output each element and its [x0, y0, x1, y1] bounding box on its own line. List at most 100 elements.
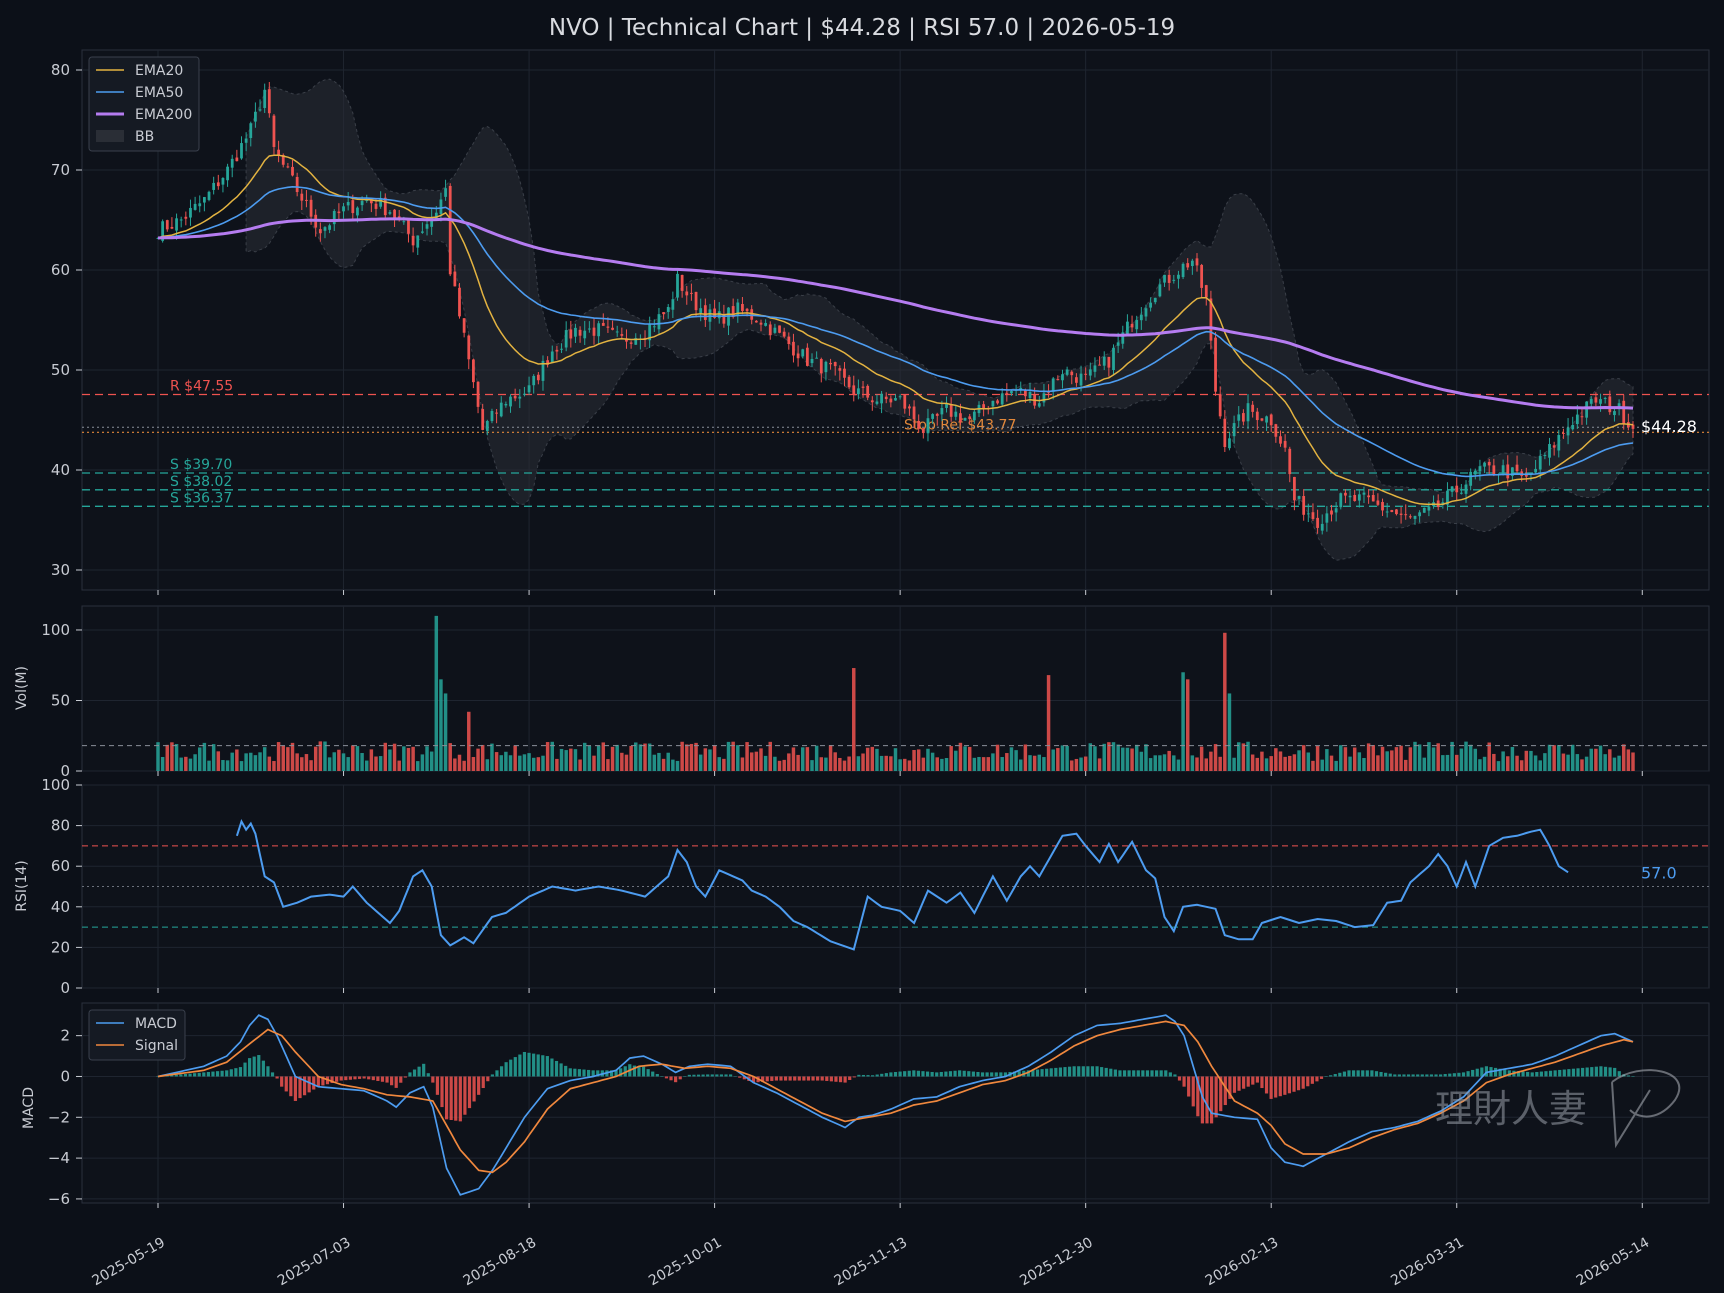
volume-bar	[963, 746, 966, 771]
macd-histogram-bar	[257, 1055, 260, 1076]
macd-histogram-bar	[1407, 1074, 1410, 1076]
candle-body	[449, 186, 452, 274]
volume-bar	[291, 743, 294, 771]
candle-body	[518, 397, 521, 399]
candle-body	[653, 326, 656, 327]
macd-histogram-bar	[1567, 1069, 1570, 1076]
candle-body	[597, 323, 600, 336]
volume-bar	[1367, 743, 1370, 771]
volume-bar	[1446, 755, 1449, 771]
macd-histogram-bar	[917, 1071, 920, 1077]
volume-bar	[824, 758, 827, 771]
candle-body	[1330, 510, 1333, 514]
volume-bar	[1348, 757, 1351, 771]
candle-body	[1089, 369, 1092, 375]
candle-body	[801, 349, 804, 356]
volume-bar	[903, 759, 906, 771]
candle-body	[927, 418, 930, 433]
volume-bar	[1557, 745, 1560, 771]
candle-body	[166, 220, 169, 229]
macd-histogram-bar	[1137, 1070, 1140, 1076]
candle-body	[1126, 322, 1129, 334]
volume-bar	[1061, 745, 1064, 771]
candle-body	[384, 198, 387, 215]
candle-body	[1428, 506, 1431, 510]
macd-histogram-bar	[537, 1054, 540, 1076]
volume-bar	[787, 753, 790, 771]
macd-histogram-bar	[1430, 1074, 1433, 1076]
volume-bar	[360, 753, 363, 771]
macd-histogram-bar	[395, 1076, 398, 1087]
volume-bar	[815, 746, 818, 771]
macd-histogram-bar	[1352, 1070, 1355, 1076]
macd-histogram-bar	[1187, 1076, 1190, 1096]
volume-bar	[996, 745, 999, 771]
y-tick-label: 80	[51, 817, 70, 835]
macd-histogram-bar	[706, 1074, 709, 1076]
candle-body	[402, 221, 405, 222]
macd-histogram-bar	[1494, 1068, 1497, 1077]
volume-bar	[1154, 755, 1157, 771]
candle-body	[1409, 516, 1412, 517]
macd-histogram-bar	[1320, 1076, 1323, 1078]
macd-histogram-bar	[276, 1076, 279, 1078]
volume-bar	[1334, 761, 1337, 771]
volume-bar	[713, 745, 716, 771]
volume-bar	[161, 757, 164, 771]
volume-bar	[328, 757, 331, 771]
candle-body	[1562, 433, 1565, 434]
y-tick-label: 100	[41, 776, 70, 794]
candle-body	[375, 204, 378, 209]
candle-body	[342, 206, 345, 211]
volume-bar	[1214, 744, 1217, 771]
macd-histogram-bar	[1045, 1069, 1048, 1077]
macd-histogram-bar	[1554, 1070, 1557, 1076]
candle-body	[268, 89, 271, 113]
macd-histogram-bar	[184, 1074, 187, 1076]
candle-body	[1145, 308, 1148, 316]
macd-histogram-bar	[1608, 1067, 1611, 1076]
macd-histogram-bar	[344, 1076, 347, 1080]
volume-bar	[1084, 757, 1087, 771]
candle-body	[695, 292, 698, 310]
candle-body	[607, 327, 610, 328]
macd-histogram-bar	[509, 1060, 512, 1077]
candle-body	[1608, 396, 1611, 412]
volume-bar	[676, 761, 679, 771]
volume-bar	[504, 752, 507, 771]
macd-histogram-bar	[1054, 1068, 1057, 1077]
candle-body	[300, 194, 303, 201]
macd-histogram-bar	[807, 1076, 810, 1080]
volume-bar	[388, 749, 391, 771]
macd-histogram-bar	[1283, 1076, 1286, 1094]
macd-histogram-bar	[1347, 1070, 1350, 1076]
candle-body	[504, 404, 507, 405]
volume-bar	[184, 757, 187, 771]
macd-histogram-bar	[798, 1076, 801, 1080]
candle-body	[1135, 320, 1138, 329]
volume-bar	[704, 748, 707, 771]
candle-body	[286, 166, 289, 167]
candle-body	[662, 312, 665, 314]
macd-histogram-bar	[541, 1055, 544, 1076]
volume-bar	[973, 758, 976, 771]
macd-histogram-bar	[1421, 1074, 1424, 1076]
candle-body	[936, 414, 939, 416]
candle-body	[899, 396, 902, 397]
macd-histogram-bar	[702, 1075, 705, 1077]
volume-bar	[1534, 755, 1537, 771]
candle-body	[1298, 496, 1301, 499]
legend-signal-label: Signal	[135, 1038, 178, 1054]
candle-body	[1107, 357, 1110, 368]
candle-body	[1075, 377, 1078, 383]
macd-histogram-bar	[225, 1070, 228, 1076]
volume-bar	[513, 745, 516, 771]
volume-bar	[207, 761, 210, 771]
candle-body	[1372, 495, 1375, 501]
volume-bar	[430, 752, 433, 771]
y-tick-label: 50	[51, 691, 70, 709]
volume-bar	[1506, 756, 1509, 771]
volume-bar	[1390, 750, 1393, 771]
macd-histogram-bar	[1370, 1070, 1373, 1076]
macd-histogram-bar	[486, 1076, 489, 1081]
